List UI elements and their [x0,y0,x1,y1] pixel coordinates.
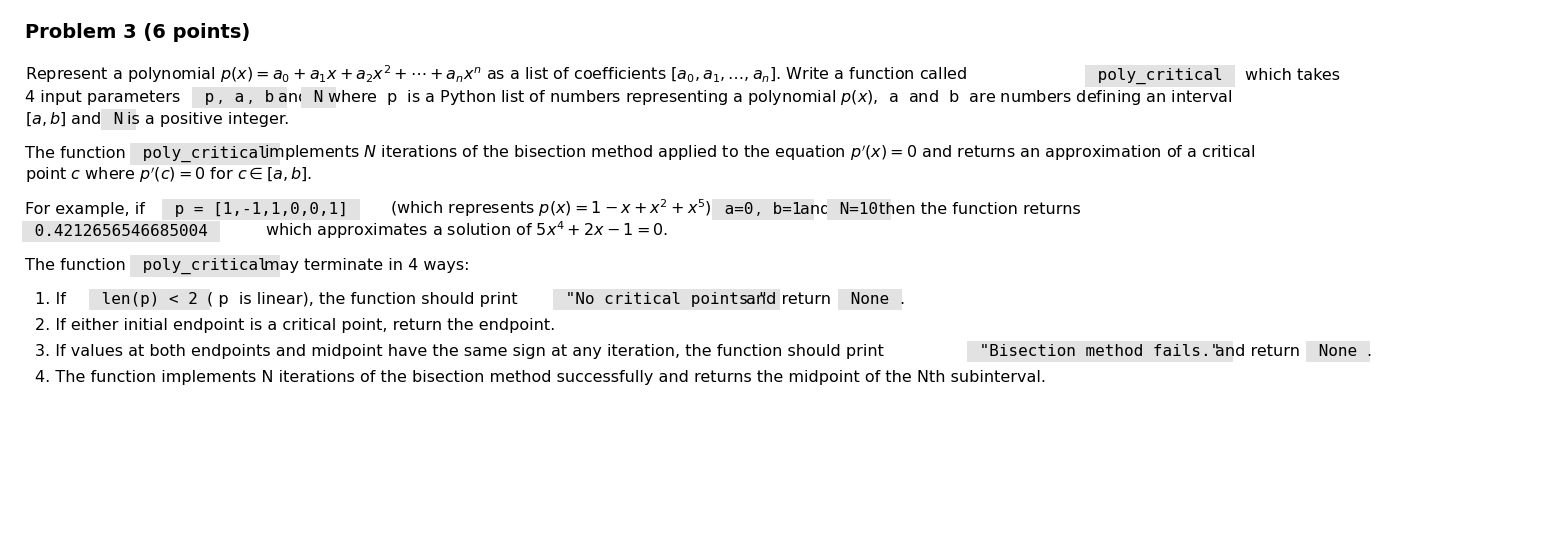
Text: poly_critical: poly_critical [133,258,278,274]
Text: 1. If: 1. If [36,292,66,307]
Text: Problem 3 (6 points): Problem 3 (6 points) [25,23,250,42]
Text: For example, if: For example, if [25,202,145,217]
Text: (which represents $p(x) = 1 - x + x^2 + x^5$),: (which represents $p(x) = 1 - x + x^2 + … [389,197,717,219]
Text: may terminate in 4 ways:: may terminate in 4 ways: [264,258,470,273]
Text: $[a, b]$ and: $[a, b]$ and [25,111,102,128]
Text: ( p  is linear), the function should print: ( p is linear), the function should prin… [207,292,518,307]
Text: 4. The function implements N iterations of the bisection method successfully and: 4. The function implements N iterations … [36,370,1046,385]
Text: 2. If either initial endpoint is a critical point, return the endpoint.: 2. If either initial endpoint is a criti… [36,318,555,333]
Text: Represent a polynomial $p(x) = a_0 + a_1 x + a_2 x^2 + \cdots + a_n x^n$ as a li: Represent a polynomial $p(x) = a_0 + a_1… [25,63,967,85]
Text: 4 input parameters: 4 input parameters [25,90,181,105]
Text: .: . [899,292,904,307]
Text: and: and [278,90,309,105]
Text: is a positive integer.: is a positive integer. [127,112,289,127]
Text: where  p  is a Python list of numbers representing a polynomial $p(x)$,  a  and : where p is a Python list of numbers repr… [328,88,1233,107]
Text: and return: and return [746,292,831,307]
Text: N=10: N=10 [830,202,888,217]
Text: .: . [1366,344,1370,359]
Text: p = [1,-1,1,0,0,1]: p = [1,-1,1,0,0,1] [165,202,357,217]
Text: and return: and return [1214,344,1299,359]
Text: which takes: which takes [1245,68,1340,83]
Text: len(p) < 2: len(p) < 2 [93,292,207,307]
Text: 0.4212656546685004: 0.4212656546685004 [25,224,218,239]
Text: b: b [255,90,284,105]
Text: "No critical points.": "No critical points." [556,292,777,307]
Text: ,: , [218,90,222,105]
Text: then the function returns: then the function returns [879,202,1082,217]
Text: None: None [1309,344,1367,359]
Text: implements $N$ iterations of the bisection method applied to the equation $p'(x): implements $N$ iterations of the bisecti… [264,143,1256,163]
Text: poly_critical: poly_critical [133,146,278,162]
Text: and: and [800,202,830,217]
Text: N: N [304,90,332,105]
Text: The function: The function [25,146,125,161]
Text: None: None [840,292,899,307]
Text: "Bisection method fails.": "Bisection method fails." [970,344,1230,359]
Text: N: N [104,112,133,127]
Text: which approximates a solution of $5x^4 + 2x - 1 = 0$.: which approximates a solution of $5x^4 +… [266,219,667,241]
Text: poly_critical: poly_critical [1088,68,1233,84]
Text: 3. If values at both endpoints and midpoint have the same sign at any iteration,: 3. If values at both endpoints and midpo… [36,344,884,359]
Text: a: a [226,90,253,105]
Text: The function: The function [25,258,125,273]
Text: point $c$ where $p'(c) = 0$ for $c \in [a, b]$.: point $c$ where $p'(c) = 0$ for $c \in [… [25,165,312,185]
Text: ,: , [756,202,762,217]
Text: a=0: a=0 [715,202,763,217]
Text: p: p [195,90,224,105]
Text: ,: , [249,90,253,105]
Text: b=1: b=1 [763,202,811,217]
